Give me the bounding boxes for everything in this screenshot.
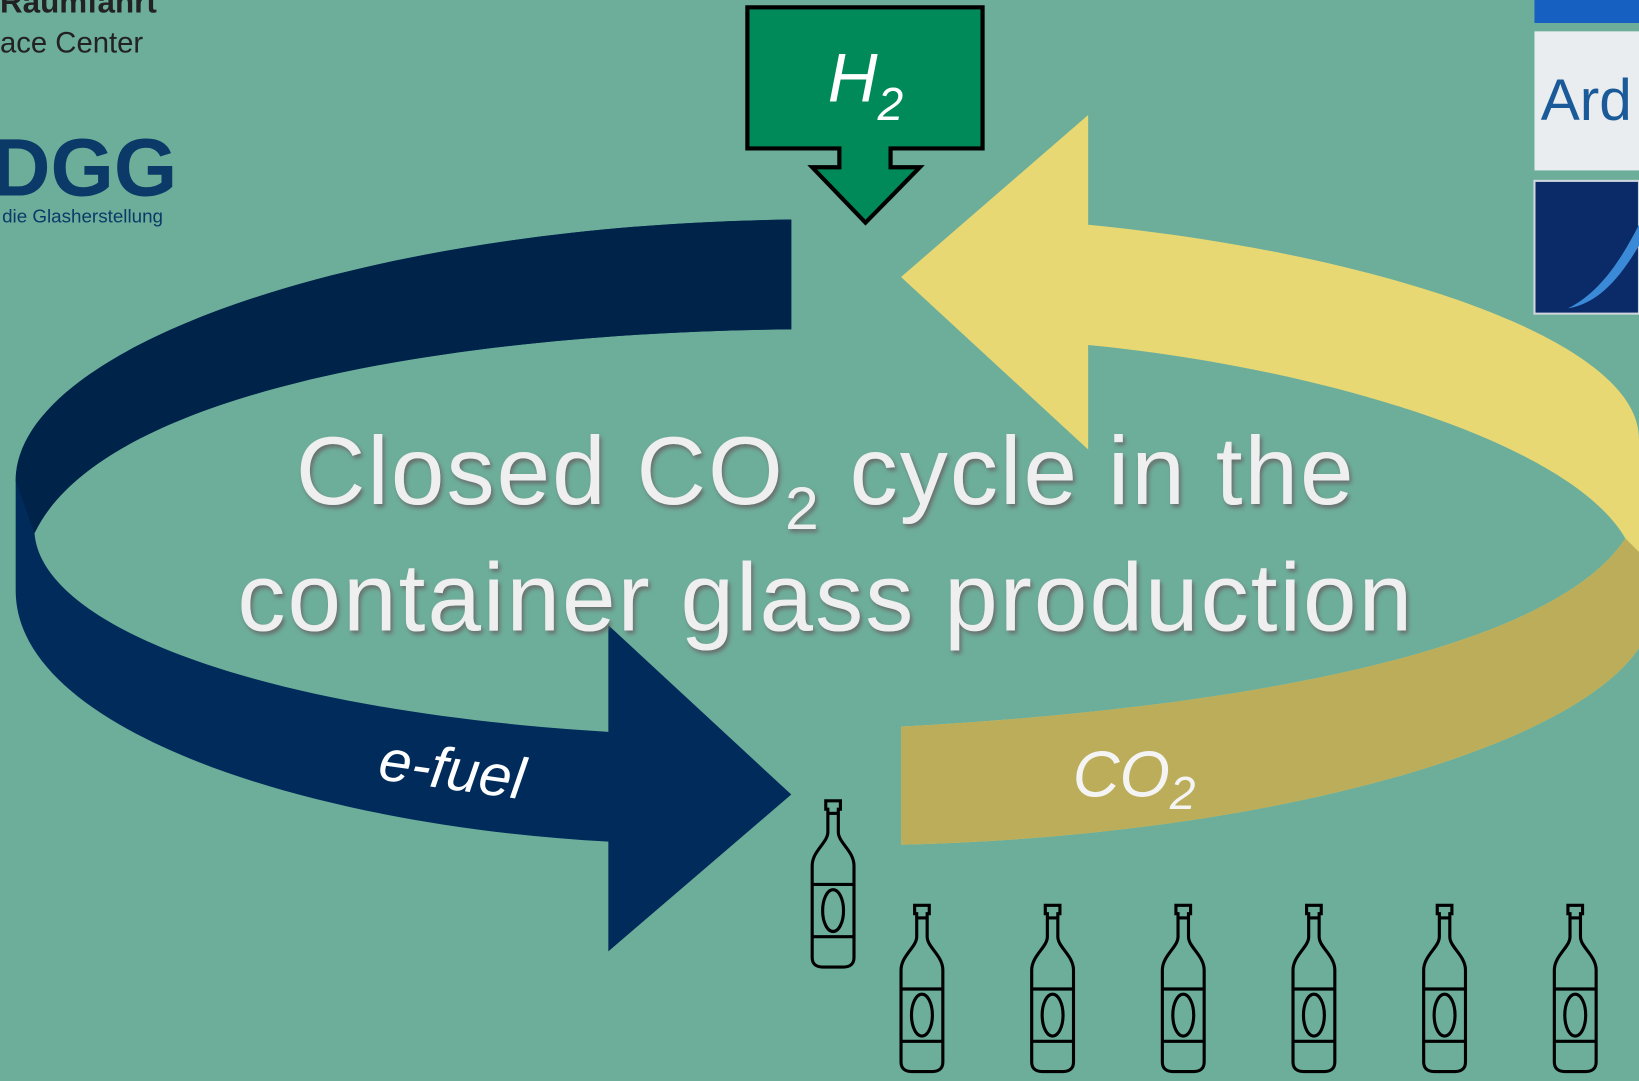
dgg-logo: DGG: [0, 122, 177, 213]
h2-sub: 2: [877, 78, 904, 130]
co2-sub: 2: [1169, 767, 1196, 819]
co2-arrow-lower: [901, 538, 1639, 845]
title-line1: Closed CO2 cycle in the: [296, 418, 1356, 542]
co2-symbol: CO: [1073, 738, 1170, 811]
dlr-line2: ace Center: [0, 27, 143, 59]
dlr-line1: Raumfahrt: [0, 0, 157, 20]
co2-label: CO2: [1073, 738, 1196, 820]
efuel-arrow-upper: [15, 219, 792, 534]
title-part: Closed CO: [296, 418, 785, 525]
logo-bar: [1534, 0, 1639, 23]
partner-swoosh: [1567, 224, 1639, 309]
ardagh-logo-box: [1534, 31, 1639, 171]
dgg-tagline: die Glasherstellung: [2, 206, 163, 227]
title-line2: container glass production: [237, 544, 1414, 651]
title-part: cycle in the: [821, 418, 1356, 525]
h2-label: H2: [828, 39, 903, 130]
h2-symbol: H: [828, 39, 878, 116]
partner-logo: [1533, 179, 1639, 315]
h2-input-arrow: [745, 5, 985, 226]
ardagh-logo: Ard: [1541, 68, 1632, 133]
title-sub: 2: [785, 474, 821, 542]
